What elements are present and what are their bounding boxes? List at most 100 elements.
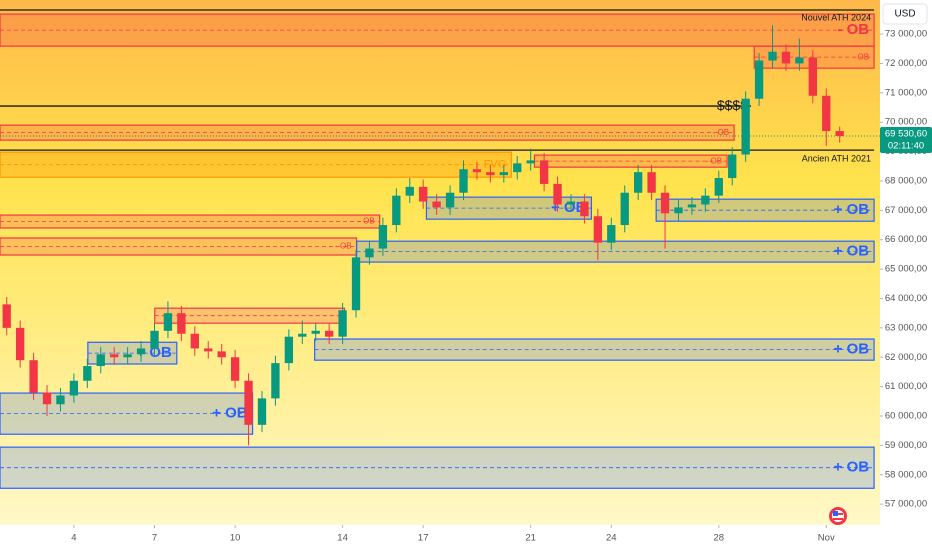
zone-label: - OB [358,217,374,226]
candle-body [647,172,656,193]
x-tick-label: 24 [606,533,617,544]
candle-body [526,160,535,164]
candle-body [365,248,374,258]
candle-body [701,195,710,205]
zone-label: + OB [834,201,870,218]
candle-body [499,172,508,176]
y-tick-label: 64 000,00 [885,293,927,304]
candle-body [728,154,737,179]
candle-body [378,225,388,249]
currency-box[interactable] [882,3,928,25]
y-tick-label: 73 000,00 [885,29,927,40]
currency: USD [894,9,915,20]
y-tick-label: 61 000,00 [885,381,927,392]
candle-body [29,360,38,393]
last-price-box [880,127,932,154]
zone-label: - OB [713,128,729,137]
candle-body [607,225,616,243]
zone-label: FVG [484,159,507,171]
zone-label: - OB [837,21,869,38]
zone-label: + OB [212,405,248,422]
candle-body [123,354,132,358]
x-tick-label: 21 [525,533,536,544]
zone [314,338,875,361]
candle-body [257,398,267,425]
flag-icon [829,507,847,525]
level-label: Ancien ATH 2021 [802,154,871,164]
candle-body [768,51,777,61]
candle-body [56,395,65,405]
level-label: Nouvel ATH 2024 [801,12,871,22]
candle-body [230,357,240,381]
candle-body [620,192,629,226]
candle-body [83,366,92,381]
candle-body [432,201,441,208]
candle-body [687,204,697,208]
zone-label: + OB [834,243,870,260]
candle-body [580,201,589,217]
zone-label: - OB [335,242,351,251]
candle-body [217,351,226,358]
y-tick-label: 65 000,00 [885,264,927,275]
candle-body [190,333,199,349]
candle-body [741,98,750,155]
candle-body [2,304,11,328]
candle-body [69,380,79,396]
y-tick-label: 59 000,00 [885,440,927,451]
zone-label: - OB [853,52,869,61]
candle-body [15,327,25,361]
candle-body [634,172,643,193]
zone-label: + OB [834,459,870,476]
candle-body [204,348,213,352]
y-tick-label: 70 000,00 [885,117,927,128]
y-tick-label: 57 000,00 [885,499,927,510]
candle-body [822,95,831,132]
candle-body [177,313,186,334]
candle-body [513,163,522,173]
candle-body [244,380,253,425]
candle-body [284,336,294,364]
candle-body [42,392,52,405]
candle-body [163,313,173,331]
x-tick-label: 14 [337,533,348,544]
candle-body [338,310,347,337]
x-tick-label: 28 [713,533,724,544]
candle-body [110,354,119,358]
candle-body [754,60,764,99]
candle-body [150,330,159,349]
candle-body [808,57,817,96]
candle-body [835,131,844,137]
zone-label: + OB [834,341,870,358]
time-axis [0,525,880,550]
y-tick-label: 58 000,00 [885,469,927,480]
candle-body [271,363,280,399]
candle-body [136,348,146,355]
candle-body [566,201,576,205]
level-label: $$$$ [717,97,748,113]
x-tick-label: 10 [230,533,241,544]
candle-body [405,186,414,196]
price-axis [880,0,932,550]
y-tick-label: 63 000,00 [885,322,927,333]
y-tick-label: 68 000,00 [885,175,927,186]
candle-body [324,330,334,337]
candle-body [553,183,562,205]
candle-body [795,57,804,64]
candle-body [419,186,428,202]
x-tick-label: 17 [418,533,429,544]
x-tick-label: Nov [818,533,835,544]
countdown: 02:11:40 [888,141,924,152]
y-tick-label: 71 000,00 [885,87,927,98]
candle-body [298,333,307,337]
last-price-label: 69 530,60 [885,129,927,140]
y-tick-label: 66 000,00 [885,234,927,245]
candle-body [593,216,603,243]
candle-body [714,178,723,196]
candle-body [311,330,320,334]
x-tick-label: 7 [152,533,157,544]
candle-body [539,160,549,184]
candle-body [392,195,401,226]
candle-body [660,192,670,214]
zone-label: - OB [706,156,722,165]
